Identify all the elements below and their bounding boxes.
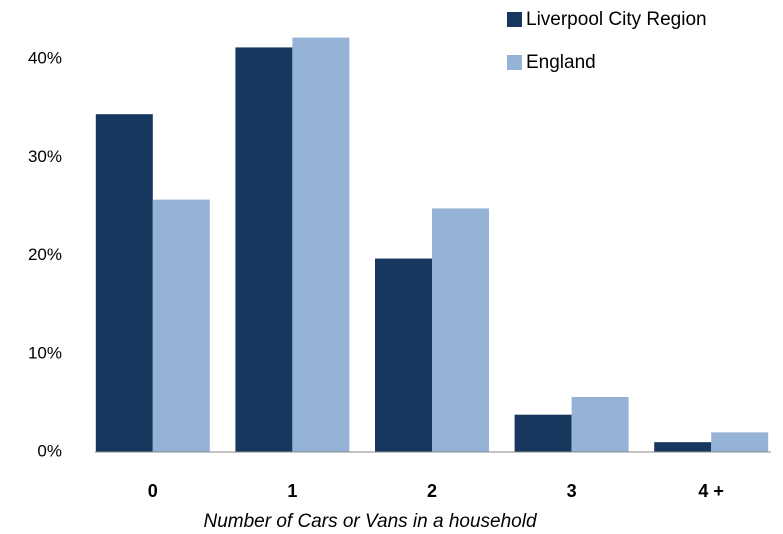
y-tick-label: 10% <box>28 343 62 362</box>
x-tick-label: 1 <box>287 481 297 501</box>
y-tick-label: 0% <box>37 441 62 460</box>
x-tick-label: 3 <box>567 481 577 501</box>
bar <box>292 37 350 452</box>
bar <box>235 47 293 452</box>
y-tick-label: 30% <box>28 147 62 166</box>
y-tick-label: 40% <box>28 49 62 68</box>
legend-label: Liverpool City Region <box>526 9 707 30</box>
legend-swatch <box>507 12 522 27</box>
bar <box>432 208 489 452</box>
bar <box>711 432 769 452</box>
legend-swatch <box>507 55 522 70</box>
bar <box>514 414 572 452</box>
x-tick-label: 0 <box>148 481 158 501</box>
bar <box>375 258 432 452</box>
x-tick-label: 2 <box>427 481 437 501</box>
x-axis-label: Number of Cars or Vans in a household <box>203 511 537 532</box>
bar <box>571 397 629 452</box>
legend-label: England <box>526 52 596 73</box>
bar <box>654 442 712 452</box>
bar <box>152 199 210 452</box>
x-tick-label: 4 + <box>698 481 724 501</box>
bar <box>95 114 153 452</box>
y-tick-label: 20% <box>28 245 62 264</box>
